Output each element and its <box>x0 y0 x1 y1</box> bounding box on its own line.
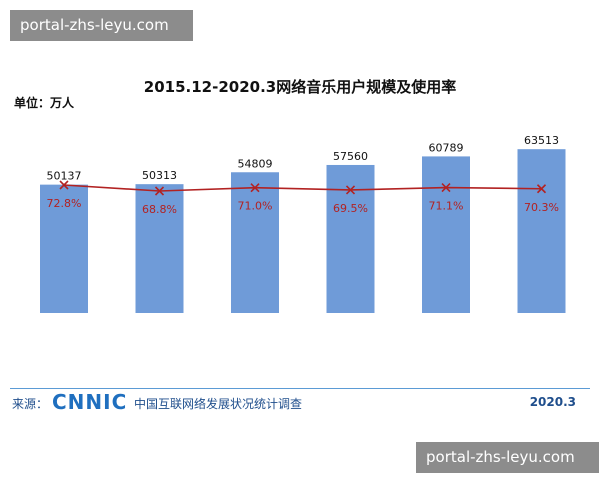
unit-label: 单位：万人 <box>14 96 75 110</box>
rate-marker-5-b <box>536 184 547 194</box>
watermark-badge-top: portal-zhs-leyu.com <box>10 10 193 41</box>
rate-marker-1-b <box>154 186 165 196</box>
watermark-badge-bottom: portal-zhs-leyu.com <box>416 442 599 473</box>
source-label: 来源： <box>12 397 49 411</box>
bar-2 <box>231 172 279 313</box>
report-date: 2020.3 <box>529 395 576 409</box>
bar-0 <box>40 184 88 313</box>
rate-label-2: 71.0% <box>238 200 273 213</box>
bar-label-2: 54809 <box>238 157 273 170</box>
bar-label-0: 50137 <box>47 170 82 183</box>
bar-label-3: 57560 <box>333 150 368 163</box>
rate-label-1: 68.8% <box>142 203 177 216</box>
rate-label-0: 72.8% <box>47 197 82 210</box>
rate-line <box>63 184 542 192</box>
chart-plot: 50137 50313 54809 57560 60789 63513 72.8% 68.8%… <box>40 134 566 313</box>
chart-title: 2015.12-2020.3网络音乐用户规模及使用率 <box>143 78 457 96</box>
bar-5 <box>517 149 566 313</box>
bar-label-4: 60789 <box>429 141 464 154</box>
bar-label-1: 50313 <box>142 169 177 182</box>
rate-label-5: 70.3% <box>524 201 559 214</box>
bar-4 <box>422 156 470 313</box>
rate-marker-4-b <box>441 182 451 193</box>
survey-name: 中国互联网络发展状况统计调查 <box>134 397 303 411</box>
bar-1 <box>135 184 184 313</box>
bar-label-5: 63513 <box>524 134 559 147</box>
cnnic-logo: CNNIC <box>52 390 128 414</box>
rate-marker-0-b <box>59 180 69 190</box>
rate-marker-3-b <box>345 185 356 195</box>
rate-marker-2-b <box>250 183 260 193</box>
footer-divider <box>10 388 590 389</box>
rate-label-4: 71.1% <box>429 200 464 213</box>
rate-label-3: 69.5% <box>333 202 368 215</box>
bar-3 <box>326 164 375 313</box>
